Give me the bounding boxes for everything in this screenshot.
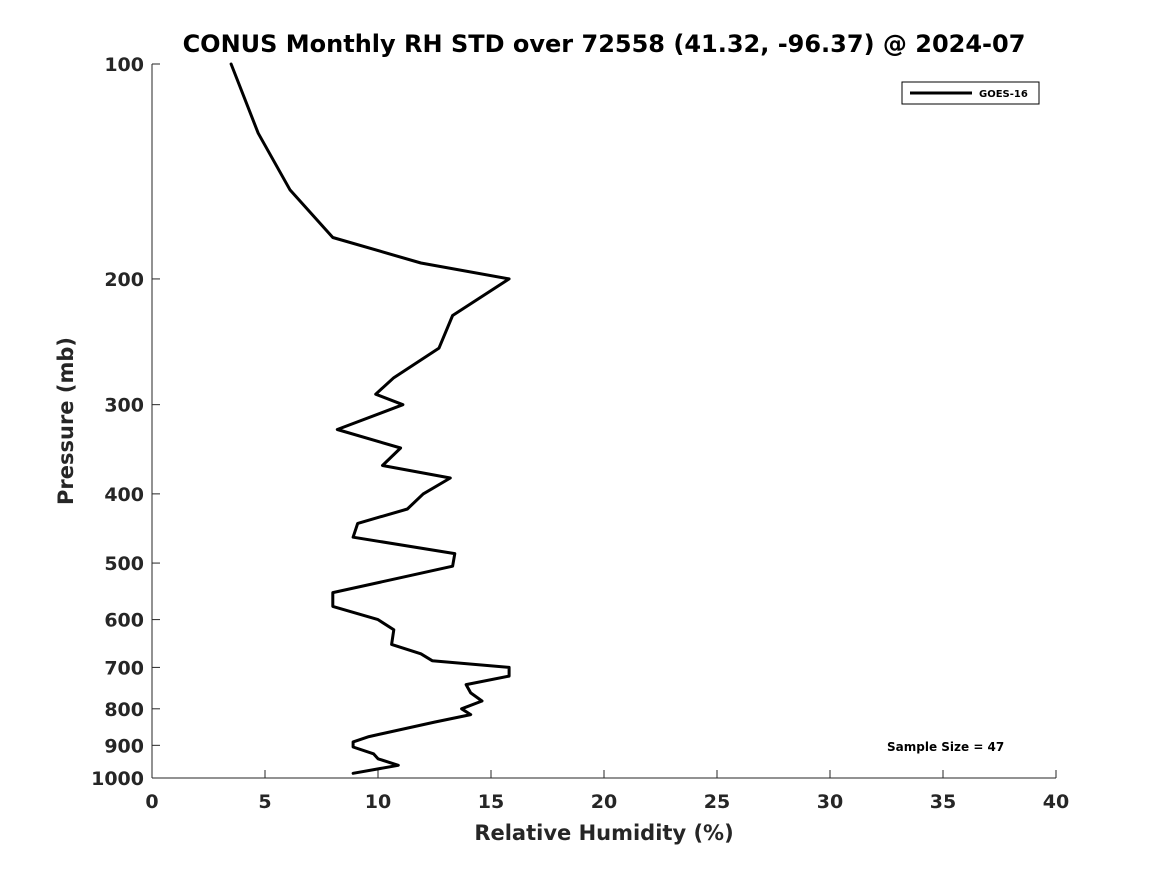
x-tick-label-30: 30 — [817, 791, 843, 813]
x-tick-label-0: 0 — [145, 791, 158, 813]
x-tick-label-40: 40 — [1043, 791, 1069, 813]
series-group — [229, 62, 511, 775]
y-tick-label-500: 500 — [104, 553, 144, 575]
series-line-goes-16 — [229, 62, 511, 775]
y-axis-label: Pressure (mb) — [54, 337, 78, 505]
chart-title: CONUS Monthly RH STD over 72558 (41.32, … — [183, 30, 1026, 58]
legend-label-goes-16: GOES-16 — [979, 89, 1028, 100]
y-tick-label-100: 100 — [104, 54, 144, 76]
legend: GOES-16 — [901, 81, 1040, 105]
y-tick-label-600: 600 — [104, 610, 144, 632]
y-tick-label-300: 300 — [104, 395, 144, 417]
x-tick-label-5: 5 — [258, 791, 271, 813]
y-tick-label-200: 200 — [104, 269, 144, 291]
x-tick-label-25: 25 — [704, 791, 730, 813]
y-tick-label-400: 400 — [104, 484, 144, 506]
x-tick-label-15: 15 — [478, 791, 504, 813]
sample-size-annotation: Sample Size = 47 — [887, 740, 1004, 754]
x-ticks: 0 5 10 15 20 25 30 35 40 — [145, 770, 1069, 813]
y-tick-label-900: 900 — [104, 735, 144, 757]
y-tick-label-700: 700 — [104, 657, 144, 679]
y-ticks: 100 200 300 400 500 600 700 800 900 1000 — [91, 54, 160, 790]
x-tick-label-35: 35 — [930, 791, 956, 813]
x-tick-label-20: 20 — [591, 791, 617, 813]
x-tick-label-10: 10 — [365, 791, 391, 813]
axes — [151, 64, 1056, 779]
y-tick-label-800: 800 — [104, 699, 144, 721]
x-axis-label: Relative Humidity (%) — [474, 821, 733, 845]
y-tick-label-1000: 1000 — [91, 768, 144, 790]
